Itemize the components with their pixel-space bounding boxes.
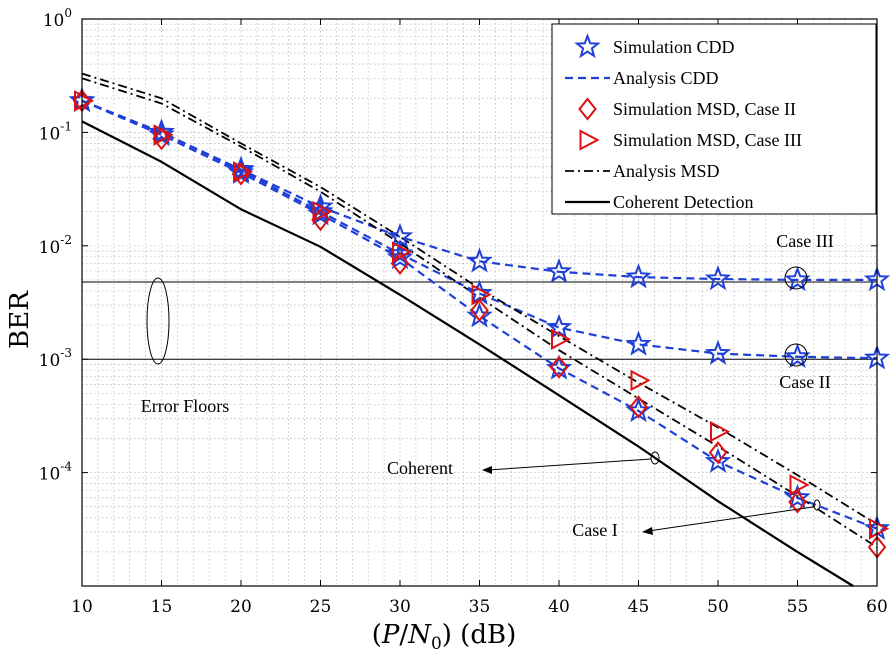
grid (82, 19, 877, 586)
case-i-arrowhead (642, 527, 653, 535)
triangle-marker (869, 518, 890, 540)
plot-frame (81, 18, 878, 587)
annotations: Case III Case II Error Floors Coherent C… (141, 231, 834, 540)
annotation-case-ii: Case II (779, 372, 830, 392)
x-tick-label: 50 (707, 597, 729, 617)
legend-label: Simulation MSD, Case III (613, 130, 802, 150)
coherent-marker-ellipse (650, 451, 660, 465)
star-marker (625, 263, 652, 289)
diamond-marker (470, 298, 489, 322)
legend-label: Simulation MSD, Case II (613, 99, 796, 119)
star-marker (704, 339, 732, 365)
star-marker (784, 266, 811, 292)
annotation-coherent: Coherent (387, 458, 453, 478)
legend-items: Simulation CDD Analysis CDD Simulation MSD… (565, 33, 802, 212)
triangle-marker (471, 284, 492, 306)
triangle-marker (233, 161, 254, 183)
annotation-case-iii: Case III (776, 231, 833, 251)
diamond-marker (311, 208, 330, 232)
diamond-marker (708, 441, 728, 465)
star-marker (625, 330, 652, 356)
triangle-marker (551, 328, 572, 350)
star-marker (545, 354, 573, 380)
x-tick-label: 10 (71, 597, 93, 617)
series-markers (68, 86, 891, 559)
series-line-8 (81, 72, 878, 526)
series-line-5 (81, 99, 878, 530)
x-tick-label: 25 (310, 597, 332, 617)
diamond-marker (629, 395, 648, 419)
x-tick-label: 45 (628, 597, 650, 617)
star-marker (704, 265, 732, 291)
x-tick-label: 30 (389, 597, 411, 617)
case-iii-circle (784, 266, 808, 290)
legend-box (551, 23, 877, 215)
x-tick-label: 20 (230, 597, 252, 617)
y-tick-label: 100 (43, 6, 72, 31)
error-floor-ellipse (146, 277, 170, 365)
star-marker (704, 447, 732, 473)
x-tick-label: 55 (787, 597, 809, 617)
triangle-marker (312, 201, 333, 223)
triangle-marker (630, 369, 651, 392)
axis-ticks: 10 15 20 25 30 35 40 45 50 55 60 100 10-1 10-2 10-3 10-… (39, 6, 888, 617)
y-tick-label: 10-1 (39, 119, 72, 144)
triangle-marker (153, 124, 174, 146)
legend-label: Analysis MSD (613, 161, 720, 181)
coherent-arrowhead (482, 466, 492, 474)
x-tick-label: 40 (548, 597, 570, 617)
x-axis-label: (P/N0) (dB) (372, 620, 516, 654)
case-ii-circle (784, 343, 808, 367)
legend-label: Simulation CDD (613, 37, 735, 57)
triangle-marker (789, 474, 810, 496)
y-tick-label: 10-2 (39, 233, 72, 258)
y-tick-label: 10-4 (39, 460, 73, 485)
triangle-marker (74, 90, 95, 112)
star-marker (574, 33, 601, 59)
diamond-marker (578, 97, 597, 121)
diamond-marker (788, 490, 807, 514)
star-marker (784, 342, 811, 369)
x-tick-label: 60 (866, 597, 888, 617)
annotation-case-i: Case I (572, 520, 617, 540)
star-marker (545, 313, 573, 339)
series-line-4 (81, 99, 878, 360)
diamond-marker (549, 355, 569, 379)
legend-label: Coherent Detection (613, 192, 753, 212)
star-marker (545, 257, 573, 284)
series-line-10 (81, 120, 854, 587)
case-i-arrow-line (647, 506, 814, 532)
coherent-arrow-line (487, 458, 652, 471)
y-axis-label: BER (5, 290, 35, 349)
diamond-marker (231, 162, 251, 186)
y-tick-label: 10-3 (39, 346, 72, 371)
x-tick-label: 35 (469, 597, 491, 617)
case-i-marker-ellipse (813, 499, 821, 511)
legend-label: Analysis CDD (613, 68, 719, 88)
annotation-error-floors: Error Floors (141, 396, 230, 416)
triangle-marker (392, 241, 413, 263)
star-marker (466, 247, 493, 273)
x-tick-label: 15 (151, 597, 173, 617)
triangle-marker (710, 420, 731, 443)
triangle-marker (579, 129, 600, 151)
diamond-marker (152, 127, 171, 151)
legend: Simulation CDD Analysis CDD Simulation MSD… (551, 23, 877, 215)
